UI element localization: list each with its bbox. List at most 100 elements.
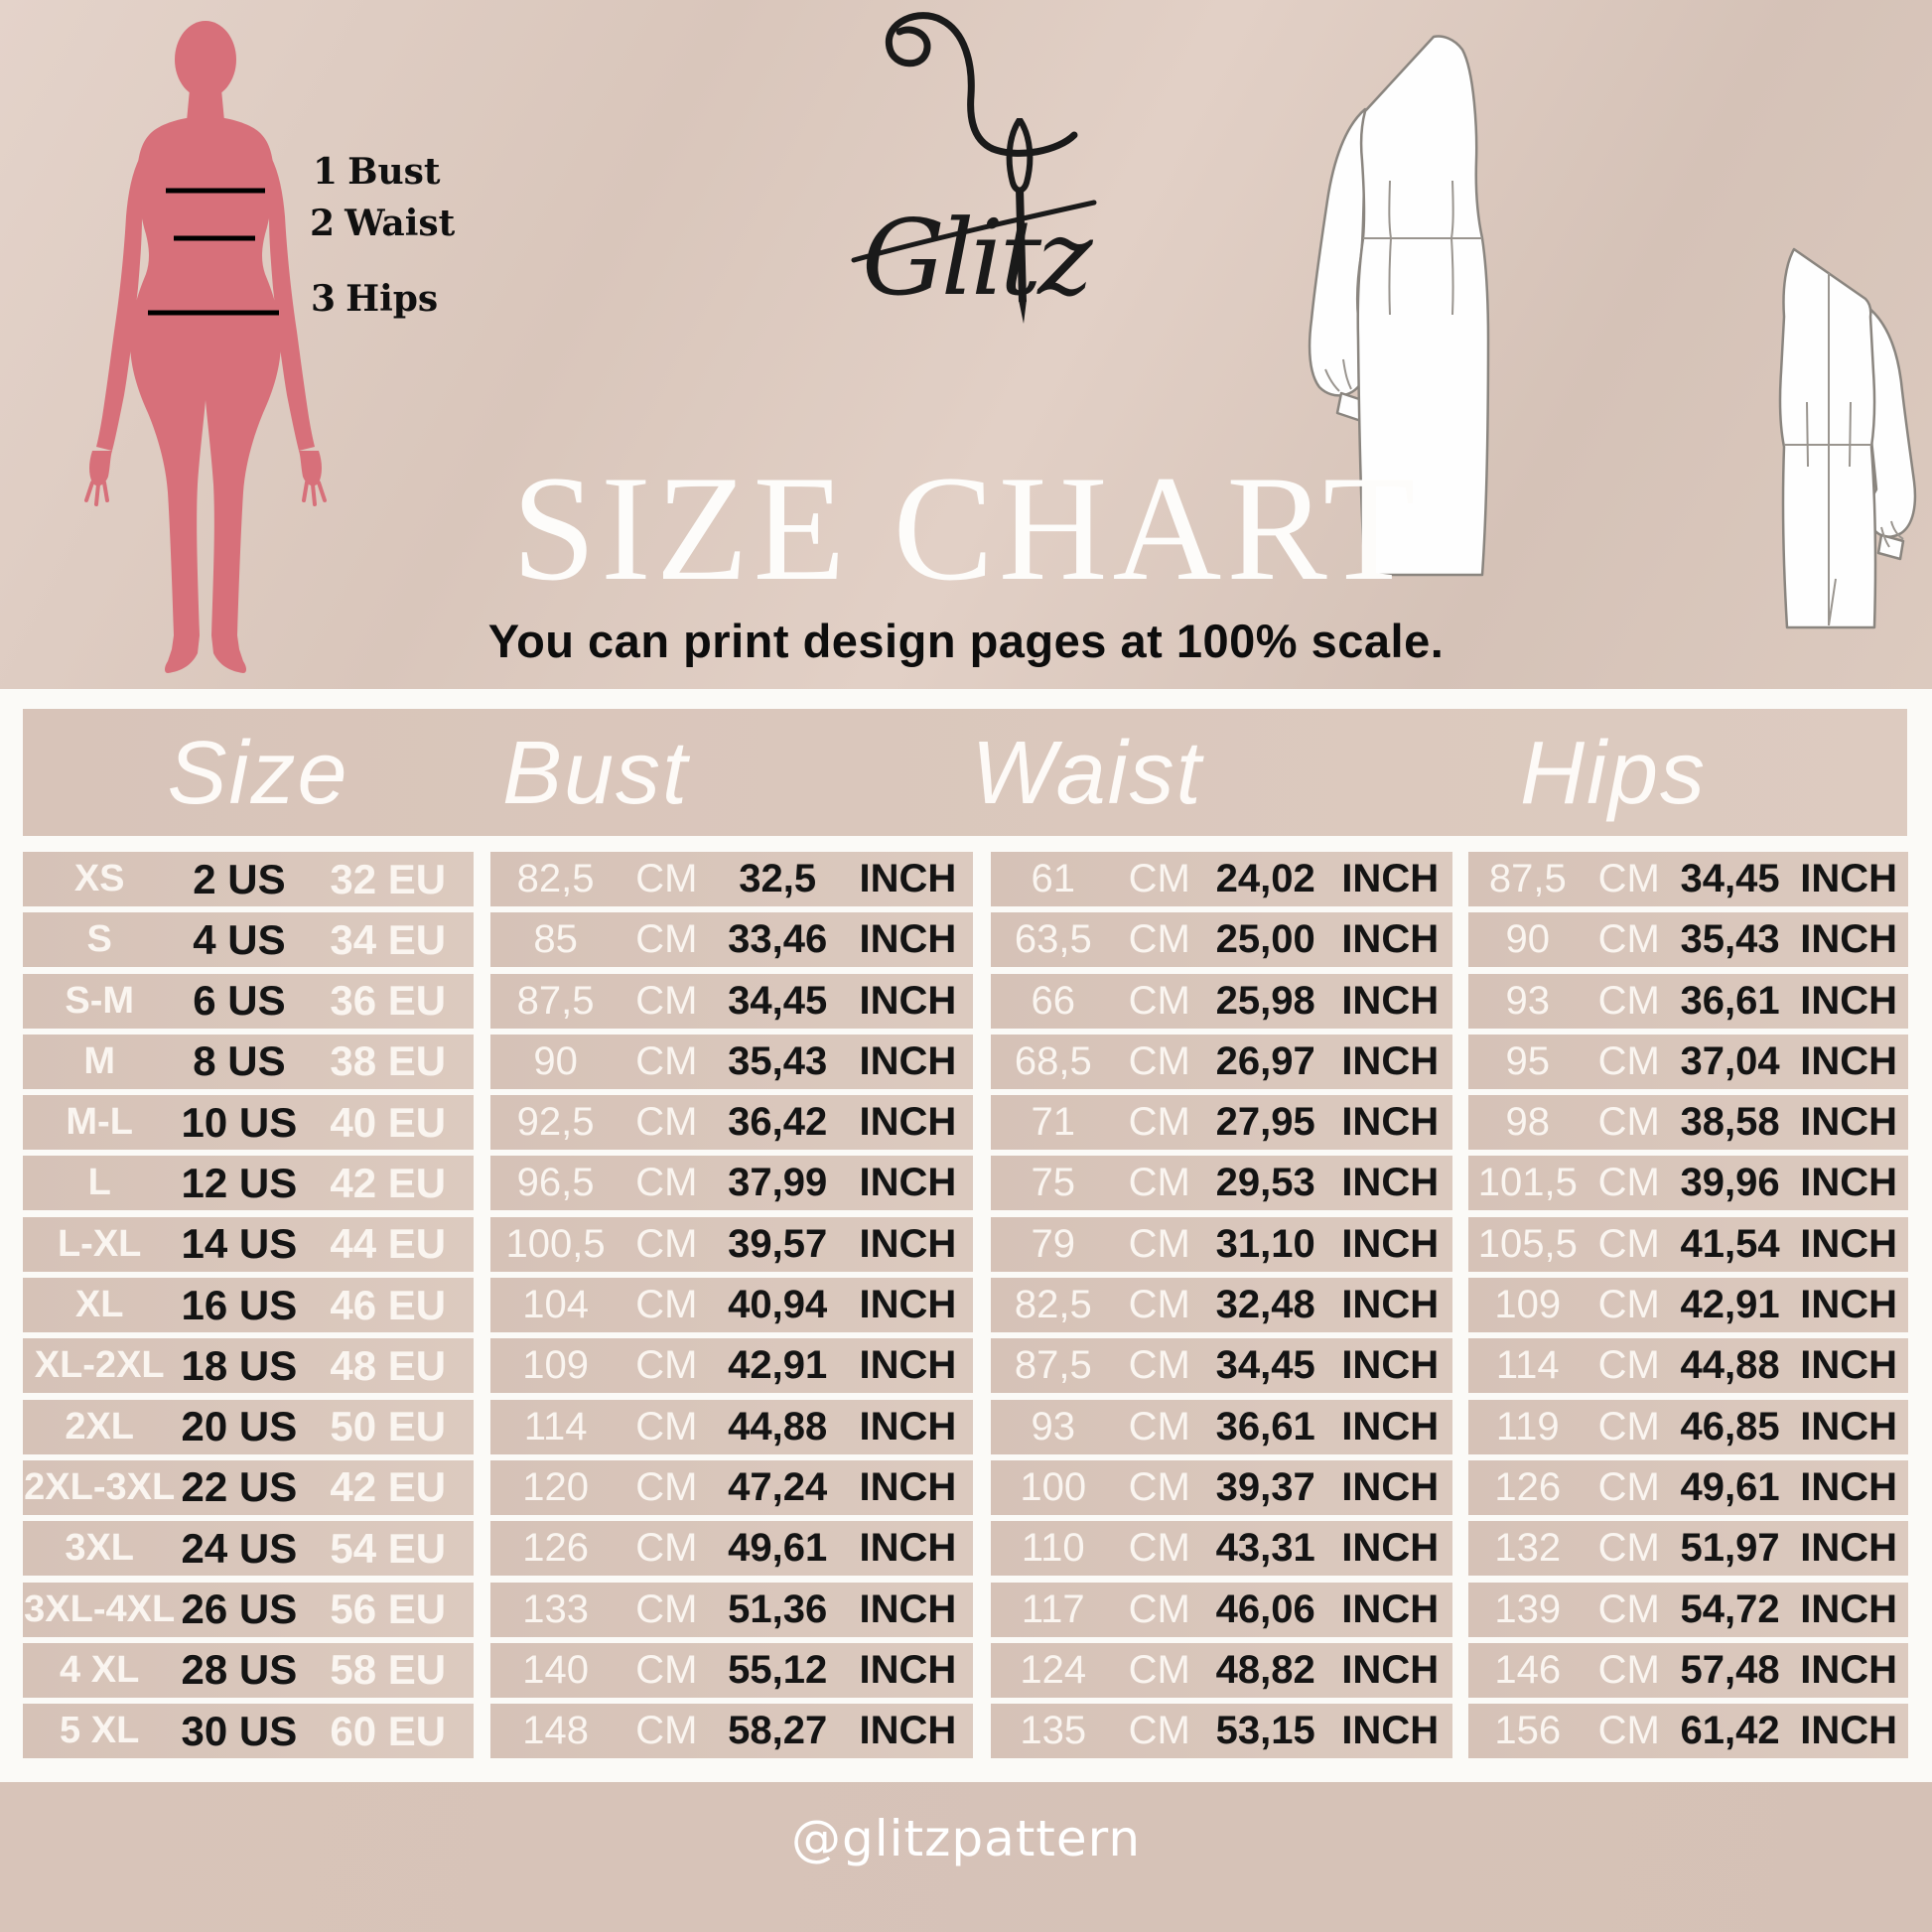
figure-label-hips: 3 Hips [311,278,438,320]
hips-cells: 95 CM 37,04 INCH [1468,1034,1908,1089]
waist-cells: 117 CM 46,06 INCH [991,1582,1452,1637]
bust-inch-unit: INCH [859,1221,957,1266]
bust-inch-unit: INCH [859,1283,957,1327]
body-silhouette-figure [84,21,327,673]
hips-cm-unit: CM [1597,1464,1660,1509]
bust-inch-value: 35,43 [728,1038,828,1083]
bust-inch-unit: INCH [859,1161,957,1205]
size-us: 16 US [181,1281,298,1328]
waist-inch-unit: INCH [1341,1283,1440,1327]
bust-cm-unit: CM [635,1283,698,1327]
waist-cells: 82,5 CM 32,48 INCH [991,1278,1452,1333]
size-cells: L 12 US 42 EU [23,1156,474,1211]
hips-inch-value: 37,04 [1680,1038,1780,1083]
hips-cm-value: 101,5 [1477,1161,1578,1205]
hips-inch-unit: INCH [1800,1038,1898,1083]
bust-cm-unit: CM [635,1221,698,1266]
waist-cm-value: 87,5 [1014,1343,1092,1388]
hips-cells: 156 CM 61,42 INCH [1468,1704,1908,1759]
waist-cm-unit: CM [1128,978,1190,1023]
size-eu: 32 EU [330,855,447,902]
waist-inch-value: 32,48 [1215,1283,1315,1327]
hips-cm-value: 146 [1494,1647,1562,1692]
hips-cells: 119 CM 46,85 INCH [1468,1399,1908,1454]
bust-cm-unit: CM [635,1161,698,1205]
hips-cells: 109 CM 42,91 INCH [1468,1278,1908,1333]
bust-inch-value: 49,61 [728,1526,828,1571]
size-name: L [87,1162,111,1204]
waist-cm-unit: CM [1128,1404,1190,1449]
hips-cm-unit: CM [1597,857,1660,900]
bust-cm-unit: CM [635,978,698,1023]
bust-cells: 87,5 CM 34,45 INCH [490,973,973,1029]
bust-cells: 114 CM 44,88 INCH [490,1399,973,1454]
top-section: 1 Bust 2 Waist 3 Hips Glitz [0,0,1932,689]
size-cells: 5 XL 30 US 60 EU [23,1704,474,1759]
bust-inch-value: 51,36 [728,1587,828,1631]
bust-inch-value: 55,12 [728,1647,828,1692]
waist-cm-unit: CM [1128,1283,1190,1327]
waist-inch-unit: INCH [1341,1038,1440,1083]
bust-inch-unit: INCH [859,1647,957,1692]
bust-cells: 96,5 CM 37,99 INCH [490,1156,973,1211]
hips-inch-unit: INCH [1800,1283,1898,1327]
waist-cm-unit: CM [1128,1464,1190,1509]
bust-cells: 82,5 CM 32,5 INCH [490,852,973,906]
size-eu: 56 EU [330,1586,447,1633]
bust-inch-unit: INCH [859,857,957,900]
waist-cm-unit: CM [1128,857,1190,900]
hips-cm-unit: CM [1597,1647,1660,1692]
bust-inch-value: 44,88 [728,1404,828,1449]
waist-inch-value: 26,97 [1215,1038,1315,1083]
waist-cm-unit: CM [1128,1038,1190,1083]
hips-cm-unit: CM [1597,1100,1660,1145]
hips-inch-value: 54,72 [1680,1587,1780,1631]
hips-cm-unit: CM [1597,978,1660,1023]
size-us: 6 US [193,977,286,1025]
bust-inch-value: 39,57 [728,1221,828,1266]
hips-cm-value: 90 [1505,917,1551,962]
hips-inch-value: 49,61 [1680,1464,1780,1509]
bust-cm-value: 133 [522,1587,589,1631]
hips-cm-value: 114 [1495,1343,1560,1388]
bust-cm-value: 114 [523,1404,588,1449]
size-us: 24 US [181,1524,298,1572]
bust-inch-value: 42,91 [728,1343,828,1388]
bust-cells: 148 CM 58,27 INCH [490,1704,973,1759]
bust-cm-value: 96,5 [516,1161,595,1205]
waist-cm-unit: CM [1128,1100,1190,1145]
figure-label-hips-text: Hips [345,278,439,320]
waist-cm-unit: CM [1128,1343,1190,1388]
waist-inch-value: 27,95 [1215,1100,1315,1145]
size-cells: S 4 US 34 EU [23,912,474,968]
hips-cm-value: 109 [1494,1283,1562,1327]
hips-inch-unit: INCH [1800,1404,1898,1449]
size-eu: 54 EU [330,1524,447,1572]
bust-cm-value: 90 [533,1038,578,1083]
waist-inch-unit: INCH [1341,1647,1440,1692]
hips-cm-value: 87,5 [1488,857,1567,900]
size-name: 3XL [65,1527,135,1570]
waist-inch-value: 34,45 [1215,1343,1315,1388]
table-row: XS 2 US 32 EU 82,5 CM 32,5 INCH 61 CM 24… [0,852,1932,906]
figure-label-waist-number: 2 [310,203,336,244]
bust-cm-value: 109 [522,1343,589,1388]
size-name: 5 XL [60,1710,140,1752]
waist-inch-unit: INCH [1341,1100,1440,1145]
hips-cm-unit: CM [1597,1709,1660,1753]
bust-inch-value: 37,99 [728,1161,828,1205]
waist-cm-unit: CM [1128,1647,1190,1692]
size-cells: XS 2 US 32 EU [23,852,474,906]
size-cells: 3XL 24 US 54 EU [23,1521,474,1577]
size-eu: 50 EU [330,1403,447,1450]
waist-cells: 71 CM 27,95 INCH [991,1095,1452,1151]
size-us: 4 US [193,915,286,963]
size-eu: 60 EU [330,1707,447,1754]
bust-cm-unit: CM [635,1343,698,1388]
size-name: 2XL-3XL [24,1465,176,1508]
waist-cells: 100 CM 39,37 INCH [991,1459,1452,1515]
waist-cm-value: 66 [1031,978,1076,1023]
bust-cm-unit: CM [635,917,698,962]
hips-inch-unit: INCH [1800,978,1898,1023]
